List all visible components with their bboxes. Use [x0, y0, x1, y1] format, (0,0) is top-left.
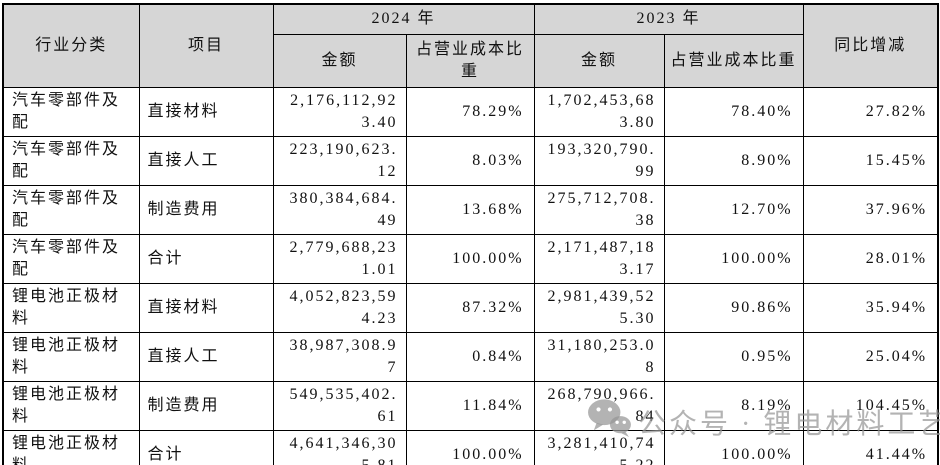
table-row: 汽车零部件及配 制造费用 380,384,684.49 13.68% 275,7… — [2, 184, 939, 235]
cell-ratio-2023: 100.00% — [663, 233, 804, 284]
cell-industry: 汽车零部件及配 — [2, 233, 140, 284]
cell-industry: 锂电池正极材料 — [2, 282, 140, 333]
cell-industry: 锂电池正极材料 — [2, 380, 140, 431]
table-row: 锂电池正极材料 合计 4,641,346,305.81 100.00% 3,28… — [2, 429, 939, 465]
cell-yoy: 104.45% — [802, 380, 939, 431]
cell-amount-2024: 4,052,823,594.23 — [272, 282, 407, 333]
cell-item: 直接材料 — [138, 282, 274, 333]
cell-amount-2024: 2,779,688,231.01 — [272, 233, 407, 284]
cell-item: 直接人工 — [138, 135, 274, 186]
header-year-2024: 2024 年 — [272, 3, 535, 35]
cell-ratio-2023: 0.95% — [663, 331, 804, 382]
cell-item: 合计 — [138, 233, 274, 284]
cell-yoy: 37.96% — [802, 184, 939, 235]
cell-ratio-2023: 12.70% — [663, 184, 804, 235]
cell-industry: 锂电池正极材料 — [2, 429, 140, 465]
table-row: 汽车零部件及配 合计 2,779,688,231.01 100.00% 2,17… — [2, 233, 939, 284]
header-item: 项目 — [138, 3, 274, 88]
cell-ratio-2023: 8.19% — [663, 380, 804, 431]
cell-yoy: 41.44% — [802, 429, 939, 465]
cell-amount-2023: 2,981,439,525.30 — [533, 282, 665, 333]
cell-ratio-2024: 87.32% — [405, 282, 535, 333]
cell-yoy: 28.01% — [802, 233, 939, 284]
cell-ratio-2024: 0.84% — [405, 331, 535, 382]
cell-industry: 锂电池正极材料 — [2, 331, 140, 382]
header-industry: 行业分类 — [2, 3, 140, 88]
table-row: 锂电池正极材料 直接人工 38,987,308.97 0.84% 31,180,… — [2, 331, 939, 382]
cell-ratio-2023: 90.86% — [663, 282, 804, 333]
cell-item: 直接人工 — [138, 331, 274, 382]
cell-amount-2024: 549,535,402.61 — [272, 380, 407, 431]
cell-amount-2024: 2,176,112,923.40 — [272, 86, 407, 137]
cell-ratio-2024: 13.68% — [405, 184, 535, 235]
cost-breakdown-table: 行业分类 项目 2024 年 2023 年 同比增减 金额 占营业成本比重 金额… — [2, 3, 940, 465]
cell-industry: 汽车零部件及配 — [2, 135, 140, 186]
table-row: 锂电池正极材料 制造费用 549,535,402.61 11.84% 268,7… — [2, 380, 939, 431]
cell-item: 合计 — [138, 429, 274, 465]
cell-amount-2024: 223,190,623.12 — [272, 135, 407, 186]
cell-amount-2023: 2,171,487,183.17 — [533, 233, 665, 284]
header-yoy: 同比增减 — [802, 3, 939, 88]
cell-amount-2024: 38,987,308.97 — [272, 331, 407, 382]
cell-ratio-2024: 11.84% — [405, 380, 535, 431]
cell-yoy: 15.45% — [802, 135, 939, 186]
cell-amount-2023: 275,712,708.38 — [533, 184, 665, 235]
header-cost-ratio-2024: 占营业成本比重 — [405, 33, 535, 88]
cell-amount-2023: 31,180,253.08 — [533, 331, 665, 382]
cell-ratio-2024: 78.29% — [405, 86, 535, 137]
cell-ratio-2024: 100.00% — [405, 233, 535, 284]
cell-ratio-2023: 78.40% — [663, 86, 804, 137]
cell-amount-2023: 1,702,453,683.80 — [533, 86, 665, 137]
cell-ratio-2023: 100.00% — [663, 429, 804, 465]
header-amount-2023: 金额 — [533, 33, 665, 88]
header-year-2023: 2023 年 — [533, 3, 804, 35]
table-row: 汽车零部件及配 直接材料 2,176,112,923.40 78.29% 1,7… — [2, 86, 939, 137]
cell-amount-2024: 380,384,684.49 — [272, 184, 407, 235]
cell-industry: 汽车零部件及配 — [2, 184, 140, 235]
cell-ratio-2024: 100.00% — [405, 429, 535, 465]
cell-amount-2023: 268,790,966.84 — [533, 380, 665, 431]
cell-amount-2024: 4,641,346,305.81 — [272, 429, 407, 465]
cell-amount-2023: 193,320,790.99 — [533, 135, 665, 186]
header-amount-2024: 金额 — [272, 33, 407, 88]
cell-amount-2023: 3,281,410,745.22 — [533, 429, 665, 465]
cell-yoy: 27.82% — [802, 86, 939, 137]
cell-ratio-2023: 8.90% — [663, 135, 804, 186]
table-row: 汽车零部件及配 直接人工 223,190,623.12 8.03% 193,32… — [2, 135, 939, 186]
header-cost-ratio-2023: 占营业成本比重 — [663, 33, 804, 88]
cell-ratio-2024: 8.03% — [405, 135, 535, 186]
cell-item: 直接材料 — [138, 86, 274, 137]
cell-item: 制造费用 — [138, 184, 274, 235]
cell-item: 制造费用 — [138, 380, 274, 431]
cell-yoy: 25.04% — [802, 331, 939, 382]
cell-yoy: 35.94% — [802, 282, 939, 333]
cell-industry: 汽车零部件及配 — [2, 86, 140, 137]
table-row: 锂电池正极材料 直接材料 4,052,823,594.23 87.32% 2,9… — [2, 282, 939, 333]
